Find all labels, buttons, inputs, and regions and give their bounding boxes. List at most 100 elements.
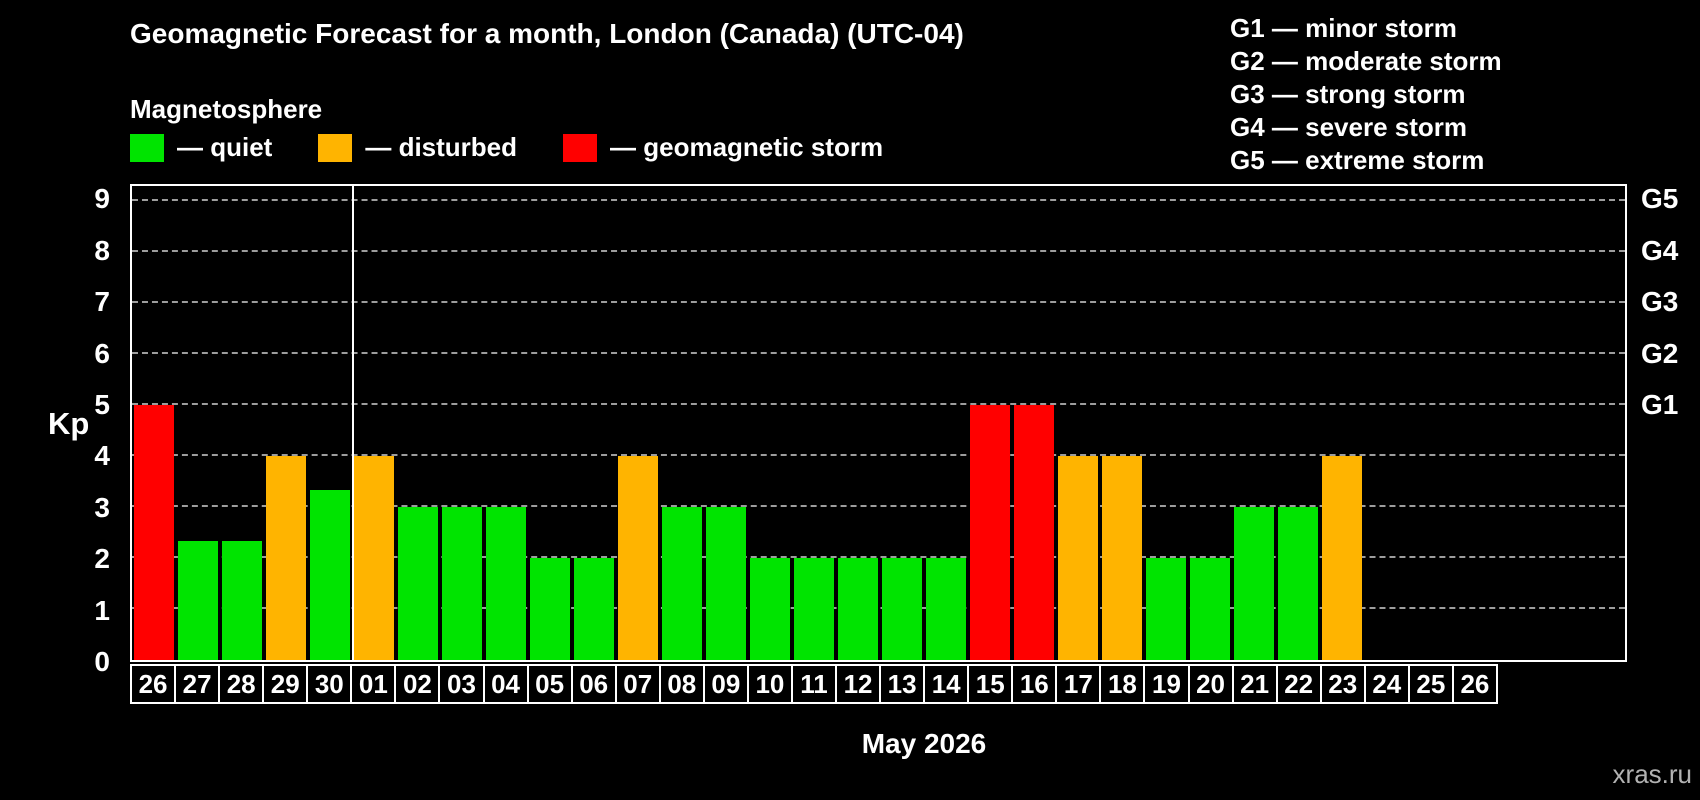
date-cell-01: 01 xyxy=(350,664,396,704)
chart-subtitle: Magnetosphere xyxy=(130,94,322,125)
date-cell-28: 28 xyxy=(218,664,264,704)
date-cell-10: 10 xyxy=(747,664,793,704)
dates-row: 2627282930010203040506070809101112131415… xyxy=(130,664,1498,704)
kp-bar-03 xyxy=(442,507,482,660)
storm-color-swatch xyxy=(563,134,597,162)
date-cell-19: 19 xyxy=(1143,664,1189,704)
kp-bar-04 xyxy=(486,507,526,660)
kp-bar-18 xyxy=(1102,456,1142,660)
y-tick-4: 4 xyxy=(94,442,110,470)
date-cell-30: 30 xyxy=(306,664,352,704)
kp-bar-11 xyxy=(794,558,834,660)
kp-bar-30 xyxy=(310,490,350,660)
kp-bar-08 xyxy=(662,507,702,660)
date-cell-08: 08 xyxy=(659,664,705,704)
bar-slot-13 xyxy=(880,186,924,660)
date-cell-24: 24 xyxy=(1364,664,1410,704)
bar-slot-26 xyxy=(132,186,176,660)
legend-label-quiet: — quiet xyxy=(177,132,272,163)
right-tick-G4: G4 xyxy=(1641,237,1678,265)
bar-slot-25 xyxy=(1408,186,1452,660)
legend-item-storm: — geomagnetic storm xyxy=(563,132,883,163)
y-tick-1: 1 xyxy=(94,597,110,625)
bar-slot-05 xyxy=(528,186,572,660)
date-cell-26: 26 xyxy=(1452,664,1498,704)
kp-bar-26 xyxy=(134,405,174,660)
bar-slot-20 xyxy=(1188,186,1232,660)
y-axis: 0123456789 xyxy=(0,184,122,662)
bar-slot-04 xyxy=(484,186,528,660)
kp-bar-01 xyxy=(354,456,394,660)
bars-region xyxy=(132,186,1497,660)
kp-bar-19 xyxy=(1146,558,1186,660)
kp-bar-28 xyxy=(222,541,262,660)
bar-slot-18 xyxy=(1100,186,1144,660)
chart-title: Geomagnetic Forecast for a month, London… xyxy=(130,18,964,50)
kp-bar-10 xyxy=(750,558,790,660)
date-cell-13: 13 xyxy=(879,664,925,704)
right-tick-G3: G3 xyxy=(1641,288,1678,316)
kp-bar-12 xyxy=(838,558,878,660)
kp-bar-02 xyxy=(398,507,438,660)
right-tick-G2: G2 xyxy=(1641,340,1678,368)
quiet-color-swatch xyxy=(130,134,164,162)
legend-item-quiet: — quiet xyxy=(130,132,272,163)
date-cell-11: 11 xyxy=(791,664,837,704)
date-cell-09: 09 xyxy=(703,664,749,704)
date-cell-14: 14 xyxy=(923,664,969,704)
storm-legend-item-5: G5 — extreme storm xyxy=(1230,144,1502,177)
date-cell-04: 04 xyxy=(483,664,529,704)
plot-area xyxy=(130,184,1627,662)
y-tick-6: 6 xyxy=(94,340,110,368)
date-cell-16: 16 xyxy=(1011,664,1057,704)
x-axis-title: May 2026 xyxy=(350,728,1498,760)
date-cell-23: 23 xyxy=(1320,664,1366,704)
storm-legend-item-3: G3 — strong storm xyxy=(1230,78,1502,111)
bar-slot-24 xyxy=(1364,186,1408,660)
kp-bar-17 xyxy=(1058,456,1098,660)
y-tick-5: 5 xyxy=(94,391,110,419)
bar-slot-17 xyxy=(1056,186,1100,660)
watermark: xras.ru xyxy=(1613,759,1692,790)
date-cell-29: 29 xyxy=(262,664,308,704)
kp-bar-22 xyxy=(1278,507,1318,660)
kp-bar-21 xyxy=(1234,507,1274,660)
legend-item-disturbed: — disturbed xyxy=(318,132,517,163)
bar-slot-22 xyxy=(1276,186,1320,660)
kp-bar-06 xyxy=(574,558,614,660)
y-tick-0: 0 xyxy=(94,648,110,676)
bar-slot-03 xyxy=(440,186,484,660)
date-cell-26: 26 xyxy=(130,664,176,704)
date-cell-06: 06 xyxy=(571,664,617,704)
bar-slot-10 xyxy=(748,186,792,660)
date-cell-02: 02 xyxy=(394,664,440,704)
bar-slot-14 xyxy=(924,186,968,660)
bar-slot-01 xyxy=(352,186,396,660)
bar-slot-15 xyxy=(968,186,1012,660)
storm-legend-item-4: G4 — severe storm xyxy=(1230,111,1502,144)
y-tick-2: 2 xyxy=(94,545,110,573)
right-tick-G5: G5 xyxy=(1641,185,1678,213)
bar-slot-06 xyxy=(572,186,616,660)
right-tick-G1: G1 xyxy=(1641,391,1678,419)
date-cell-07: 07 xyxy=(615,664,661,704)
kp-bar-05 xyxy=(530,558,570,660)
bar-slot-29 xyxy=(264,186,308,660)
kp-bar-23 xyxy=(1322,456,1362,660)
y-tick-8: 8 xyxy=(94,237,110,265)
right-axis: G1 G2 G3 G4 G5 xyxy=(1639,184,1699,662)
geomagnetic-forecast-chart: Geomagnetic Forecast for a month, London… xyxy=(0,0,1700,800)
date-cell-25: 25 xyxy=(1408,664,1454,704)
bar-slot-12 xyxy=(836,186,880,660)
kp-bar-09 xyxy=(706,507,746,660)
bar-slot-19 xyxy=(1144,186,1188,660)
y-tick-3: 3 xyxy=(94,494,110,522)
bar-slot-11 xyxy=(792,186,836,660)
storm-legend: G1 — minor stormG2 — moderate stormG3 — … xyxy=(1230,12,1502,177)
kp-bar-16 xyxy=(1014,405,1054,660)
legend-label-storm: — geomagnetic storm xyxy=(610,132,883,163)
kp-bar-15 xyxy=(970,405,1010,660)
bar-slot-23 xyxy=(1320,186,1364,660)
y-tick-9: 9 xyxy=(94,185,110,213)
kp-bar-07 xyxy=(618,456,658,660)
